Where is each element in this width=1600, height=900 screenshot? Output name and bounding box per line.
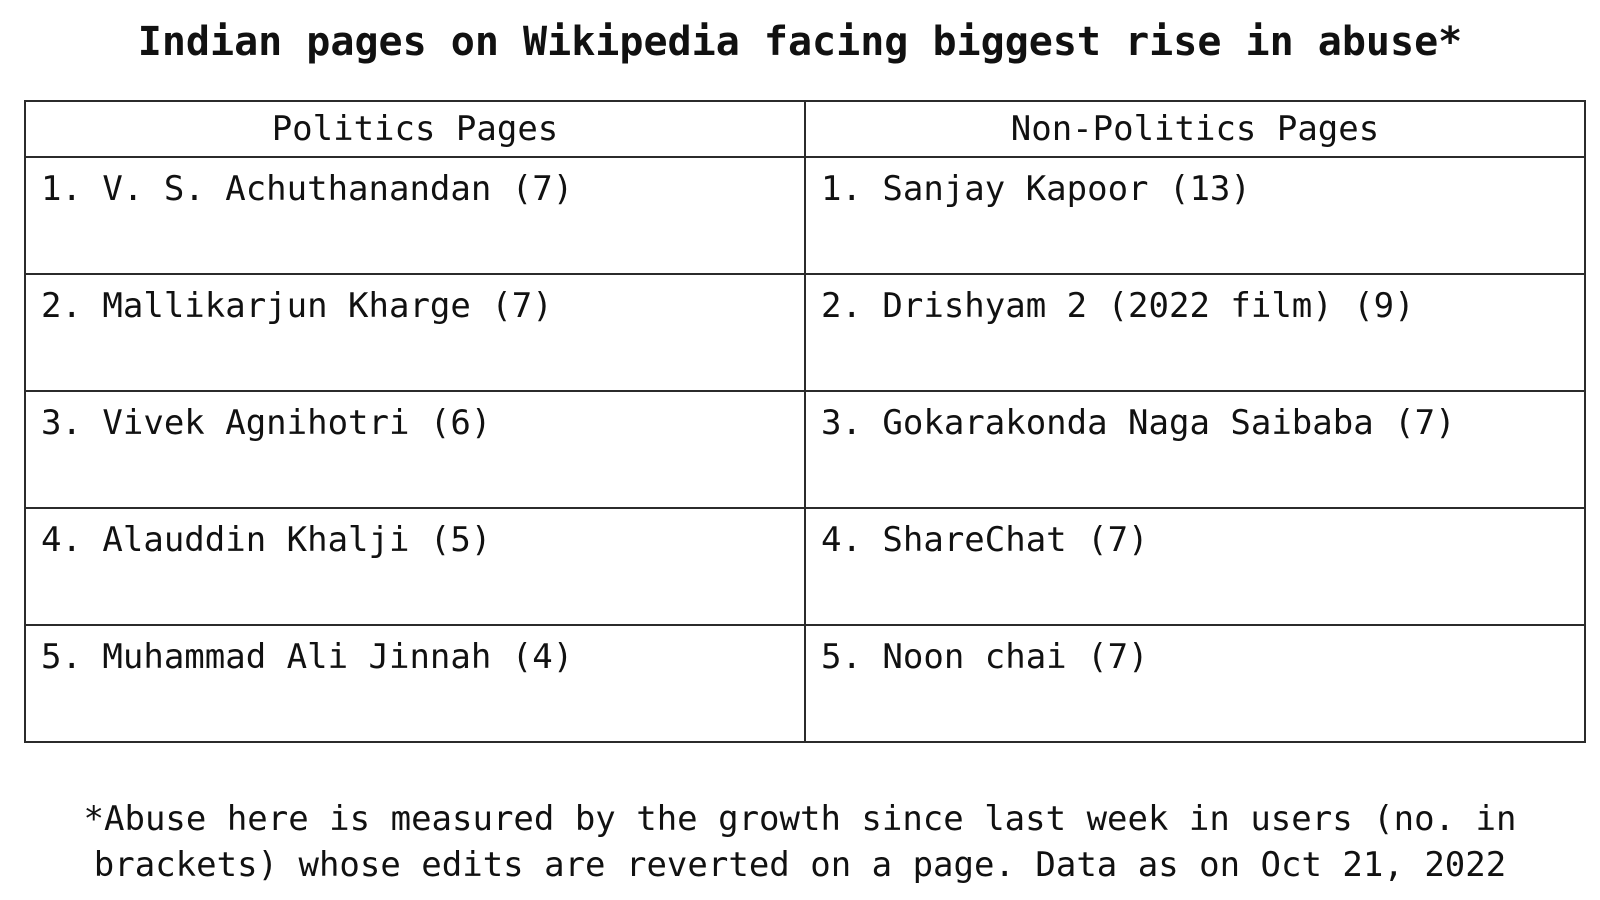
table-cell-non-politics: 5. Noon chai (7) (804, 624, 1586, 743)
table-row: 3. Vivek Agnihotri (6) 3. Gokarakonda Na… (24, 390, 1586, 509)
table-cell-politics: 3. Vivek Agnihotri (6) (24, 390, 806, 509)
table-row: 1. V. S. Achuthanandan (7) 1. Sanjay Kap… (24, 156, 1586, 275)
table-cell-politics: 1. V. S. Achuthanandan (7) (24, 156, 806, 275)
table-cell-non-politics: 2. Drishyam 2 (2022 film) (9) (804, 273, 1586, 392)
table-cell-politics: 4. Alauddin Khalji (5) (24, 507, 806, 626)
footnote-line: *Abuse here is measured by the growth si… (83, 799, 1517, 839)
table-cell-politics: 5. Muhammad Ali Jinnah (4) (24, 624, 806, 743)
table-cell-non-politics: 3. Gokarakonda Naga Saibaba (7) (804, 390, 1586, 509)
table-row: 4. Alauddin Khalji (5) 4. ShareChat (7) (24, 507, 1586, 626)
table-header-row: Politics Pages Non-Politics Pages (24, 100, 1586, 158)
table-cell-non-politics: 4. ShareChat (7) (804, 507, 1586, 626)
table-row: 2. Mallikarjun Kharge (7) 2. Drishyam 2 … (24, 273, 1586, 392)
column-header-politics: Politics Pages (24, 100, 806, 158)
footnote-line: brackets) whose edits are reverted on a … (93, 845, 1507, 885)
footnote: *Abuse here is measured by the growth si… (0, 796, 1600, 888)
table-row: 5. Muhammad Ali Jinnah (4) 5. Noon chai … (24, 624, 1586, 743)
table-cell-non-politics: 1. Sanjay Kapoor (13) (804, 156, 1586, 275)
ranking-table: Politics Pages Non-Politics Pages 1. V. … (24, 100, 1586, 743)
chart-title: Indian pages on Wikipedia facing biggest… (137, 19, 1463, 65)
column-header-non-politics: Non-Politics Pages (804, 100, 1586, 158)
table-cell-politics: 2. Mallikarjun Kharge (7) (24, 273, 806, 392)
